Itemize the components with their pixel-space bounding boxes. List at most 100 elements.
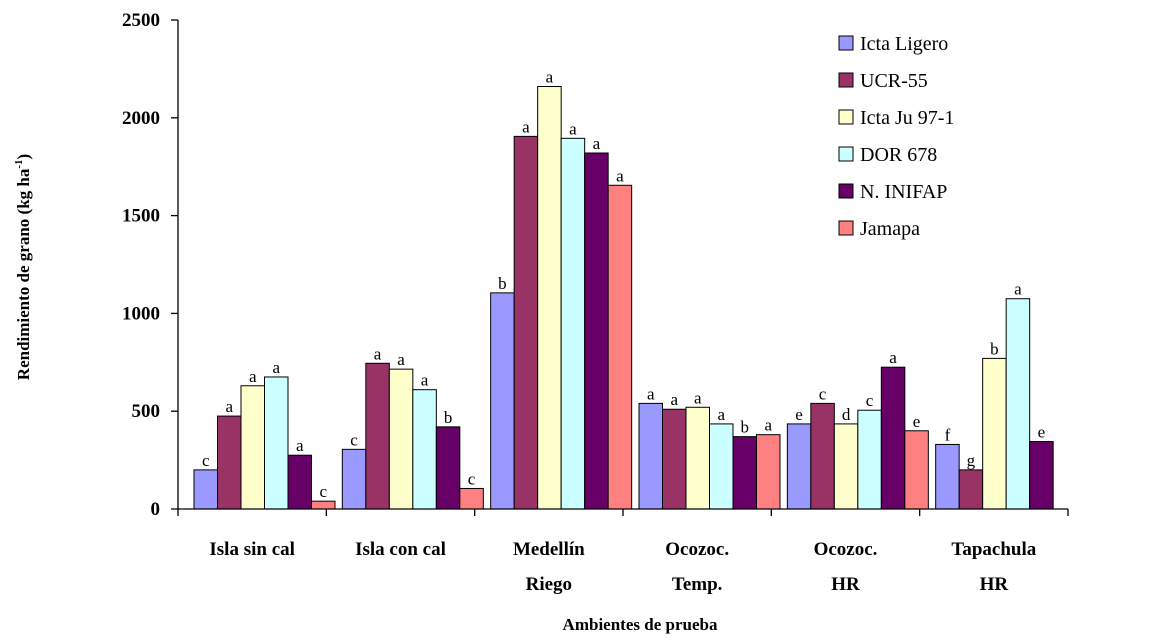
bar-significance-letter: d [842, 405, 851, 424]
x-category-label: Tapachula HR [951, 539, 1036, 595]
x-category-label-line: Ocozoc. [814, 539, 878, 560]
bar [756, 434, 781, 510]
x-category-label-line: Isla sin cal [209, 539, 295, 560]
bar-significance-letter: a [889, 348, 897, 367]
bar [685, 406, 710, 510]
bar-significance-letter: g [967, 451, 976, 470]
y-tick-label: 0 [151, 499, 161, 520]
bar-significance-letter: b [498, 274, 507, 293]
bar [786, 423, 812, 510]
bar [662, 408, 687, 510]
y-tick-label: 1000 [122, 303, 160, 324]
bar-significance-letter: a [397, 350, 405, 369]
bar [490, 292, 515, 510]
bar-significance-letter: a [616, 166, 624, 185]
bar-significance-letter: a [694, 388, 702, 407]
x-category-label: Isla sin cal [209, 539, 295, 560]
y-tick-labels: 0 500 1000 1500 2000 2500 [122, 10, 160, 520]
bar [560, 137, 586, 510]
bar-significance-letter: c [819, 384, 827, 403]
x-category-labels: Isla sin cal Isla con cal Medellín Riego Oco… [209, 539, 1036, 595]
bars-layer [193, 86, 1054, 510]
bar-significance-letter: b [444, 408, 453, 427]
bar [365, 362, 390, 510]
bar-significance-letter: c [866, 391, 874, 410]
x-category-label: Ocozoc. Temp. [665, 539, 729, 595]
bar [217, 415, 242, 510]
legend-label: DOR 678 [860, 144, 937, 166]
y-tick-label: 2000 [122, 108, 160, 129]
x-category-label-line: Temp. [672, 574, 723, 595]
bar-significance-letter: a [522, 117, 530, 136]
bar-significance-letter: e [913, 412, 921, 431]
bar [833, 423, 859, 510]
x-category-label-line: Isla con cal [355, 539, 446, 560]
bar-significance-letter: c [468, 469, 476, 488]
legend-swatch [838, 35, 854, 51]
bar [287, 454, 312, 510]
bar-significance-letter: a [647, 384, 655, 403]
bar [435, 426, 461, 510]
bar-significance-letter: a [374, 344, 382, 363]
bar [982, 357, 1007, 510]
x-category-label-line: Medellín [513, 539, 585, 560]
bar [1029, 441, 1054, 510]
bar [935, 443, 960, 510]
legend-label: N. INIFAP [860, 181, 947, 203]
legend-label: Icta Ju 97-1 [860, 107, 954, 129]
bar [341, 448, 367, 510]
bar-significance-letter: a [670, 390, 678, 409]
x-category-label-line: Riego [526, 574, 572, 595]
legend-label: UCR-55 [860, 70, 928, 92]
bar [607, 184, 633, 510]
bar-significance-letter: a [296, 436, 304, 455]
bar [412, 389, 437, 510]
x-category-label-line: Ocozoc. [665, 539, 729, 560]
x-category-label: Isla con cal [355, 539, 446, 560]
bar [709, 423, 734, 510]
axes-layer [171, 19, 1069, 516]
bar-significance-letter: a [546, 68, 554, 87]
bar [311, 500, 336, 510]
bar [193, 469, 218, 510]
legend-swatch [838, 220, 854, 236]
x-category-label-line: Tapachula [951, 539, 1036, 560]
bar-significance-letter: a [225, 397, 233, 416]
bar [732, 436, 757, 510]
bar-significance-letter: a [593, 134, 601, 153]
bar [240, 385, 265, 510]
bar-significance-letter: c [350, 430, 358, 449]
bar-significance-letter: c [319, 482, 327, 501]
bar [857, 409, 882, 510]
legend-swatch [838, 72, 854, 88]
bar-significance-letter: a [421, 371, 429, 390]
bar [537, 86, 562, 510]
bar [584, 152, 609, 510]
y-axis-title-main: Rendimiento de grano (kg ha [14, 168, 33, 380]
bar [459, 487, 484, 510]
bar [904, 430, 929, 510]
bar-significance-letter: f [945, 425, 951, 444]
bar-significance-letter: e [795, 405, 803, 424]
bar-significance-letter: a [569, 119, 577, 138]
bar [388, 368, 414, 510]
bar-significance-letter: e [1038, 423, 1046, 442]
legend: Icta Ligero UCR-55 Icta Ju 97-1 DOR 678 N. I… [838, 33, 954, 240]
bar-significance-letter: a [249, 367, 257, 386]
legend-swatch [838, 109, 854, 125]
y-axis-title-superscript: -1 [13, 159, 25, 168]
legend-label: Icta Ligero [860, 33, 948, 55]
legend-swatch [838, 146, 854, 162]
x-category-label: Ocozoc. HR [814, 539, 878, 595]
bar [958, 469, 984, 510]
bar [810, 402, 835, 510]
y-tick-label: 500 [132, 401, 161, 422]
y-tick-label: 2500 [122, 10, 160, 31]
bar-significance-letter: a [272, 358, 280, 377]
bar-significance-letter: a [764, 416, 772, 435]
bar [638, 402, 663, 510]
bar-significance-letter: b [741, 418, 750, 437]
